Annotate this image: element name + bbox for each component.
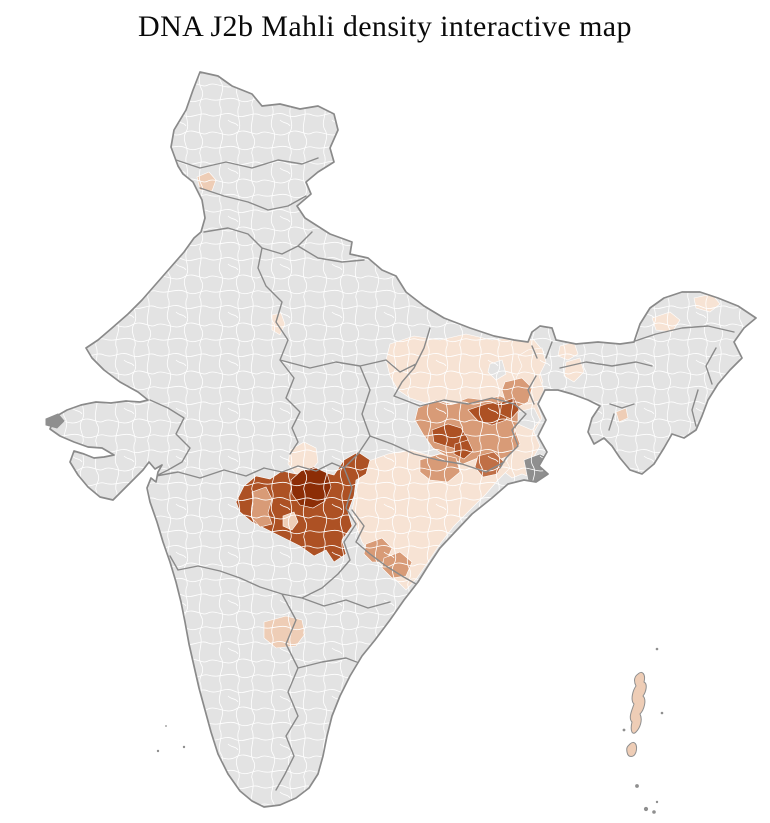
lakshadweep-island-dot[interactable] [182, 745, 186, 749]
nicobar-island-dot[interactable] [635, 784, 639, 788]
india-density-map[interactable] [0, 10, 770, 823]
nicobar-island-dot[interactable] [652, 810, 656, 814]
nicobar-island-dot[interactable] [655, 800, 659, 804]
andaman-north-island[interactable] [629, 671, 647, 734]
page: { "title": "DNA J2b Mahli density intera… [0, 10, 770, 823]
lakshadweep-island-dot[interactable] [156, 749, 160, 753]
district-mesh [50, 72, 756, 807]
page-title: DNA J2b Mahli density interactive map [138, 10, 632, 43]
kutch-island[interactable] [45, 413, 65, 429]
india-outline [49, 71, 757, 808]
state-boundaries [149, 157, 735, 791]
andaman-islet-dot[interactable] [655, 647, 659, 651]
nicobar-island-dot[interactable] [643, 806, 649, 812]
lakshadweep-island-dot[interactable] [165, 725, 167, 727]
islands-group[interactable] [45, 413, 664, 814]
andaman-south-island[interactable] [626, 741, 637, 757]
andaman-islet-dot[interactable] [660, 711, 664, 715]
andaman-islet-dot[interactable] [622, 728, 626, 732]
